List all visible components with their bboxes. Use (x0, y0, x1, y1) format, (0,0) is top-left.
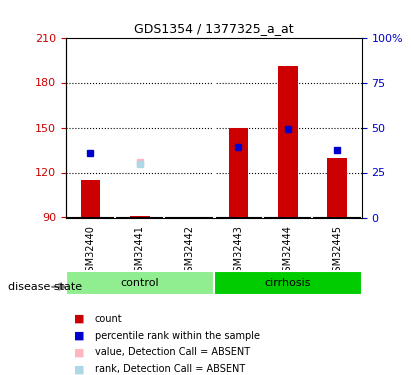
Bar (327, 158, 347, 218)
Text: GSM32445: GSM32445 (332, 225, 342, 278)
Text: GSM32440: GSM32440 (85, 225, 95, 278)
Bar (229, 128, 248, 218)
Text: ■: ■ (74, 331, 85, 340)
Text: control: control (120, 278, 159, 288)
Text: ■: ■ (74, 348, 85, 357)
Text: GSM32443: GSM32443 (233, 225, 243, 278)
Text: value, Detection Call = ABSENT: value, Detection Call = ABSENT (95, 348, 249, 357)
Text: percentile rank within the sample: percentile rank within the sample (95, 331, 259, 340)
FancyBboxPatch shape (214, 272, 362, 295)
Text: GSM32442: GSM32442 (184, 225, 194, 278)
Text: GSM32444: GSM32444 (283, 225, 293, 278)
Text: GSM32441: GSM32441 (135, 225, 145, 278)
Bar (81, 180, 100, 218)
Text: rank, Detection Call = ABSENT: rank, Detection Call = ABSENT (95, 364, 245, 374)
Text: ■: ■ (74, 364, 85, 374)
Text: disease state: disease state (8, 282, 82, 292)
FancyBboxPatch shape (66, 272, 214, 295)
Text: cirrhosis: cirrhosis (264, 278, 311, 288)
Text: count: count (95, 314, 122, 324)
Text: ■: ■ (74, 314, 85, 324)
Title: GDS1354 / 1377325_a_at: GDS1354 / 1377325_a_at (134, 22, 293, 35)
Bar (278, 66, 298, 218)
Bar (130, 216, 150, 217)
